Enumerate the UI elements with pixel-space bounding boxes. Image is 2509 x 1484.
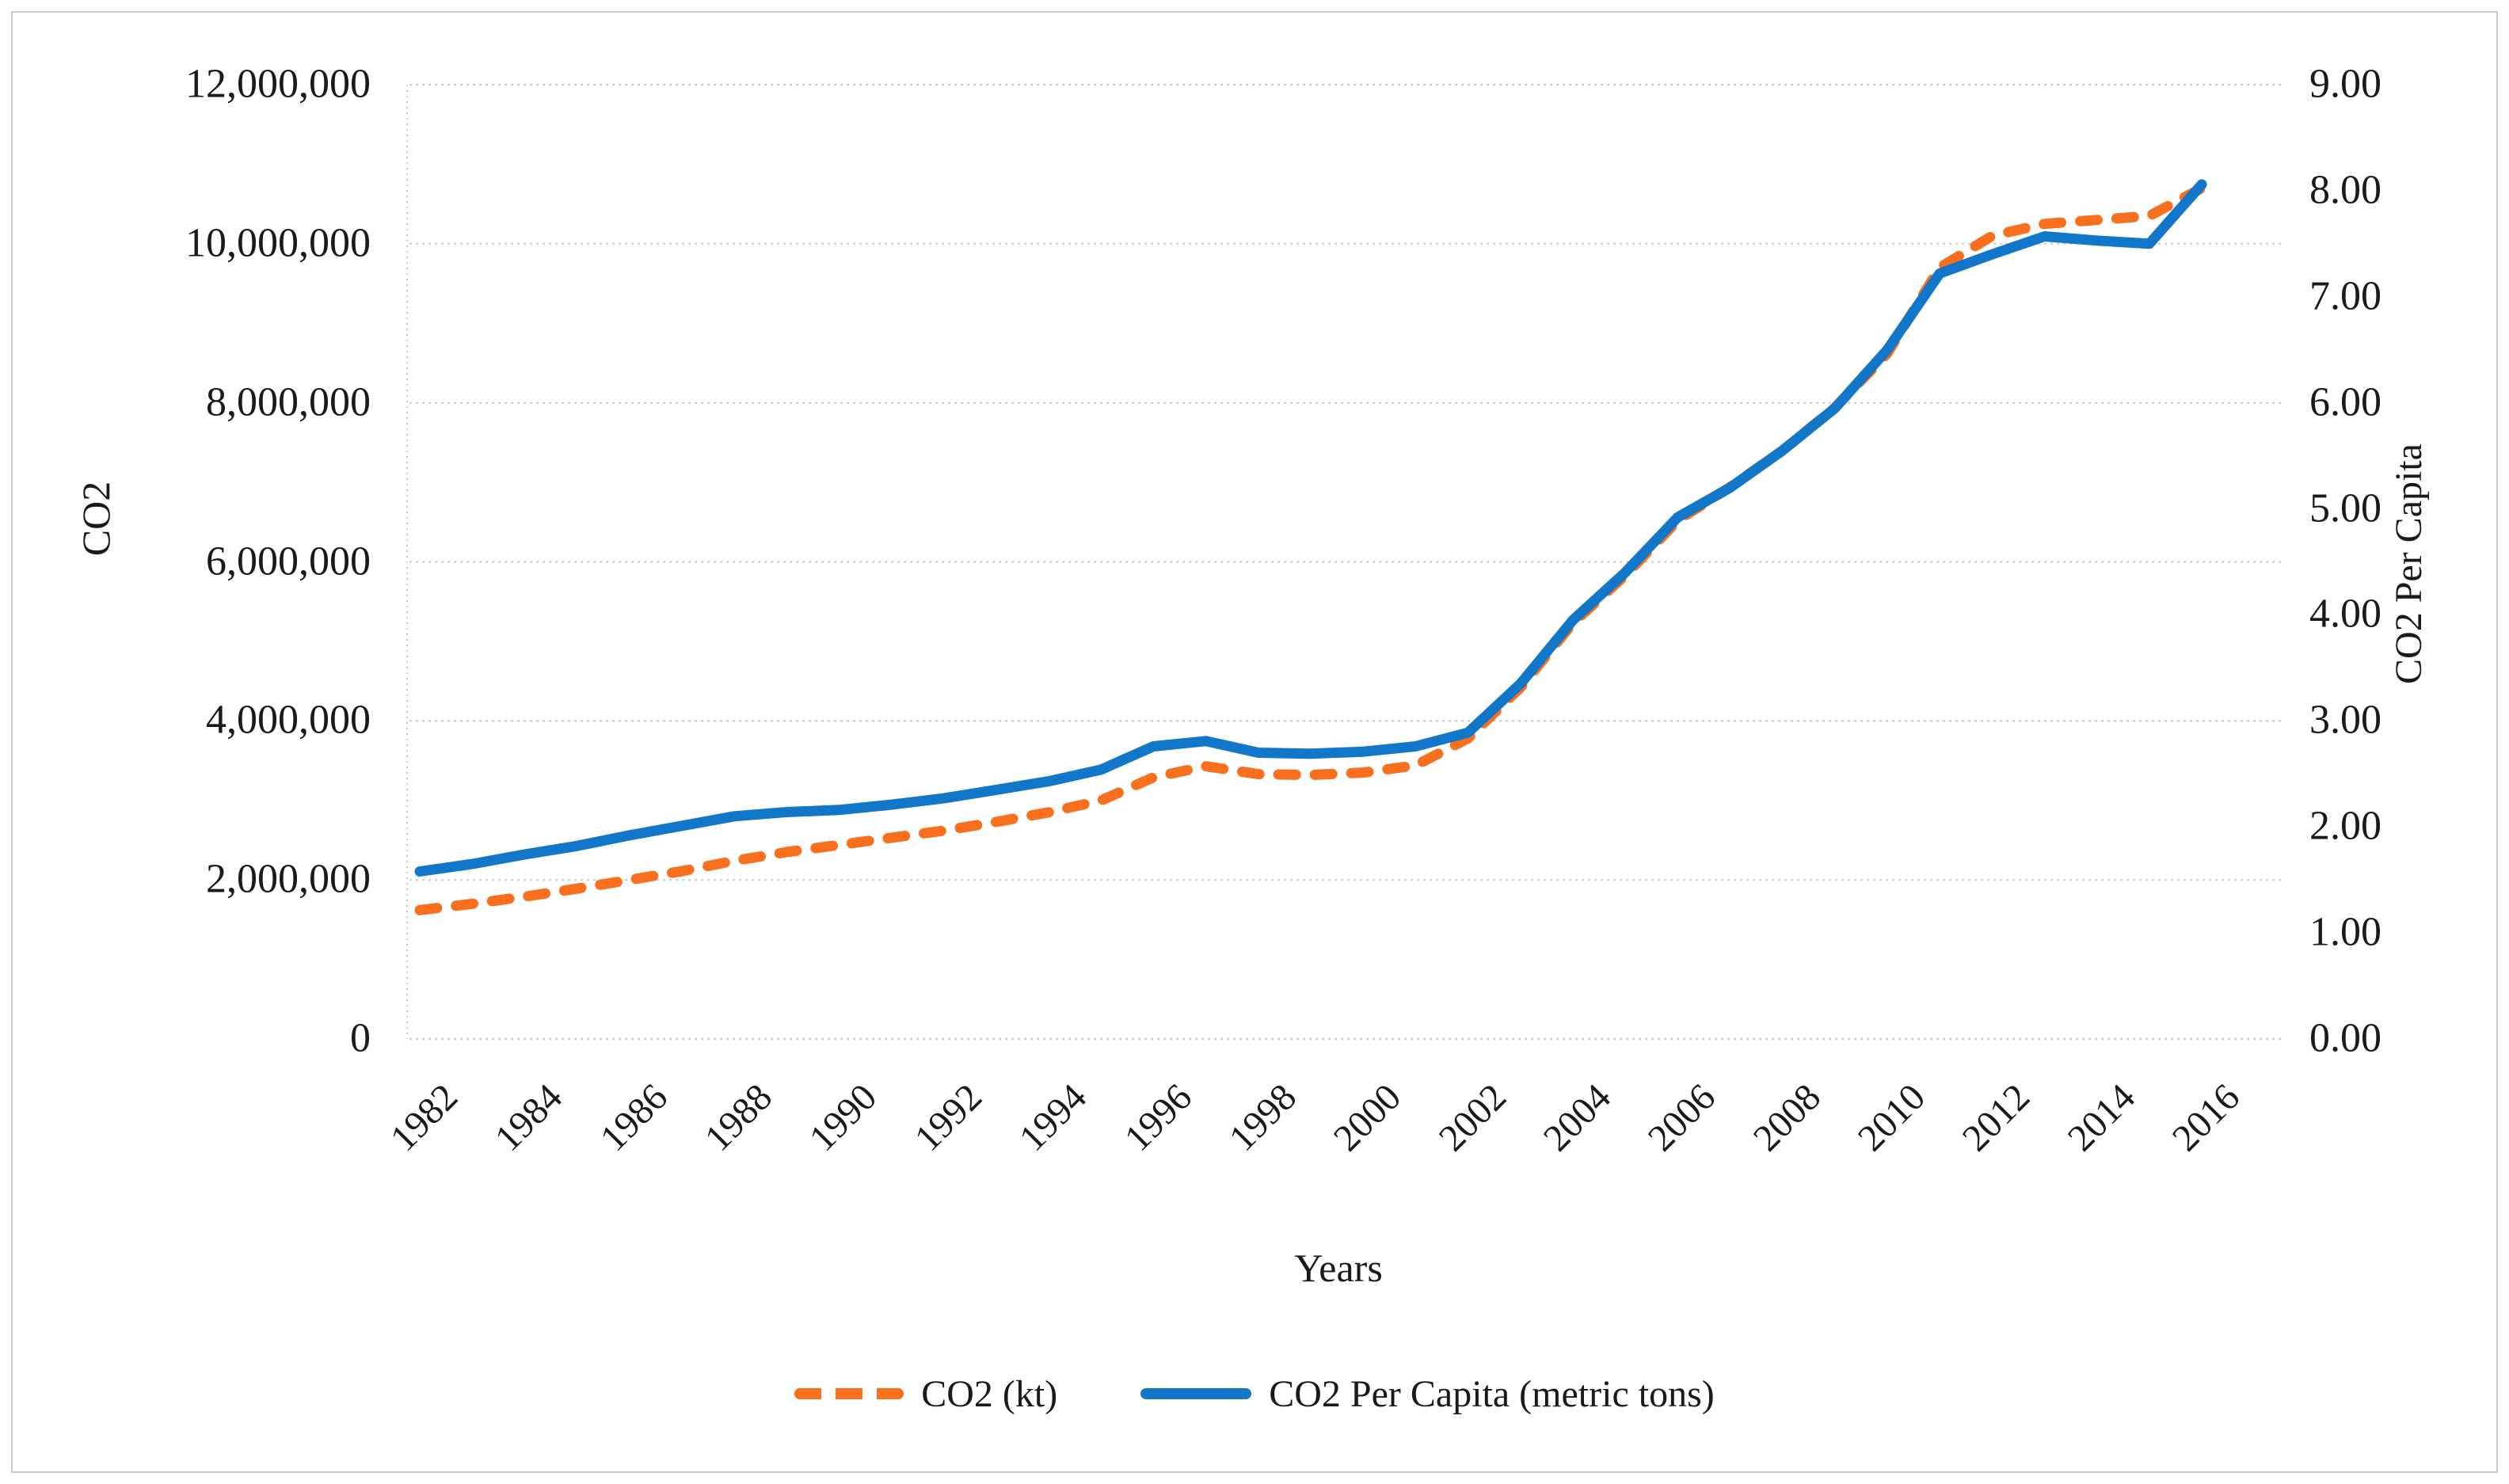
gridlines — [406, 84, 2281, 1040]
legend-item-co2-per-capita: CO2 Per Capita (metric tons) — [1140, 1372, 1715, 1416]
legend-item-co2-kt: CO2 (kt) — [794, 1372, 1057, 1416]
left-axis-tick-label: 8,000,000 — [206, 379, 371, 424]
right-axis-tick-label: 8.00 — [2309, 167, 2381, 213]
co2-kt-line — [414, 183, 2207, 915]
left-axis-tick-label: 4,000,000 — [206, 697, 371, 743]
solid-line-swatch-icon — [1140, 1388, 1252, 1399]
x-axis-title: Years — [1294, 1246, 1383, 1290]
right-axis-tick-label: 7.00 — [2309, 273, 2381, 319]
right-axis-tick-label: 6.00 — [2309, 379, 2381, 424]
left-axis-tick-label: 6,000,000 — [206, 538, 371, 584]
left-axis-tick-label: 2,000,000 — [206, 856, 371, 902]
right-axis-title: CO2 Per Capita — [2388, 443, 2430, 684]
left-axis-tick-label: 0 — [350, 1015, 371, 1061]
legend-label-co2-per-capita: CO2 Per Capita (metric tons) — [1269, 1372, 1715, 1415]
left-axis-tick-label: 12,000,000 — [185, 61, 371, 107]
left-axis-tick-label: 10,000,000 — [185, 220, 371, 266]
legend: CO2 (kt) CO2 Per Capita (metric tons) — [0, 1368, 2509, 1419]
dashed-line-swatch-icon — [794, 1388, 904, 1399]
right-axis-tick-label: 1.00 — [2309, 909, 2381, 955]
right-axis-tick-label: 0.00 — [2309, 1015, 2381, 1061]
left-axis-title: CO2 — [74, 481, 118, 557]
co2-per-capita-line — [414, 179, 2207, 877]
legend-label-co2-kt: CO2 (kt) — [921, 1372, 1058, 1415]
right-axis-tick-label: 3.00 — [2309, 697, 2381, 743]
right-axis-tick-label: 5.00 — [2309, 485, 2381, 531]
right-axis-tick-label: 4.00 — [2309, 591, 2381, 637]
right-axis-tick-label: 9.00 — [2309, 61, 2381, 107]
right-axis-tick-label: 2.00 — [2309, 803, 2381, 849]
